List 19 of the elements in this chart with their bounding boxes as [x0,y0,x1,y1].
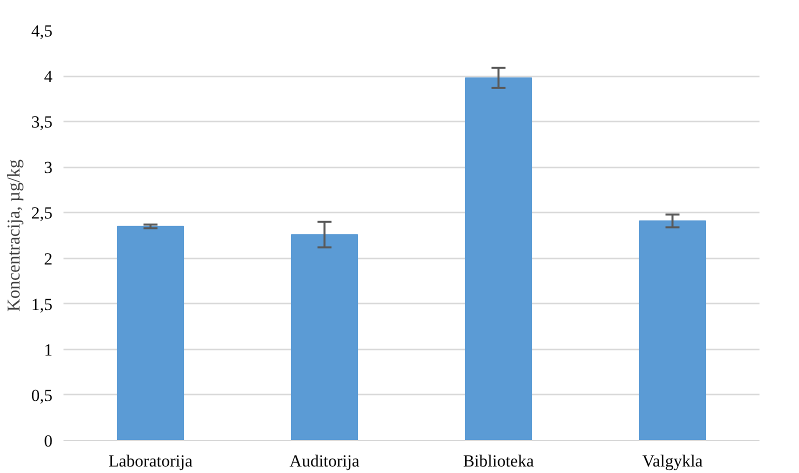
x-tick-label: Auditorija [290,452,360,470]
y-tick-label: 2,5 [31,204,52,223]
bar [638,220,706,440]
x-tick-label: Laboratorija [108,452,193,470]
x-tick-label: Valgykla [642,452,704,470]
y-tick-label: 3,5 [31,112,52,132]
y-tick-label: 2 [44,249,52,268]
y-axis-title: Koncentracija, µg/kg [3,159,24,312]
x-tick-label: Biblioteka [463,452,534,470]
y-tick-label: 1,5 [31,294,52,314]
y-tick-label: 0 [44,432,52,450]
y-tick-label: 1 [44,340,52,360]
bar [464,77,532,440]
bar [290,234,358,440]
y-tick-label: 0,5 [31,386,52,405]
bar [116,226,184,440]
y-tick-label: 4,5 [31,22,52,40]
y-tick-label: 3 [44,158,52,178]
y-tick-label: 4 [44,67,53,86]
